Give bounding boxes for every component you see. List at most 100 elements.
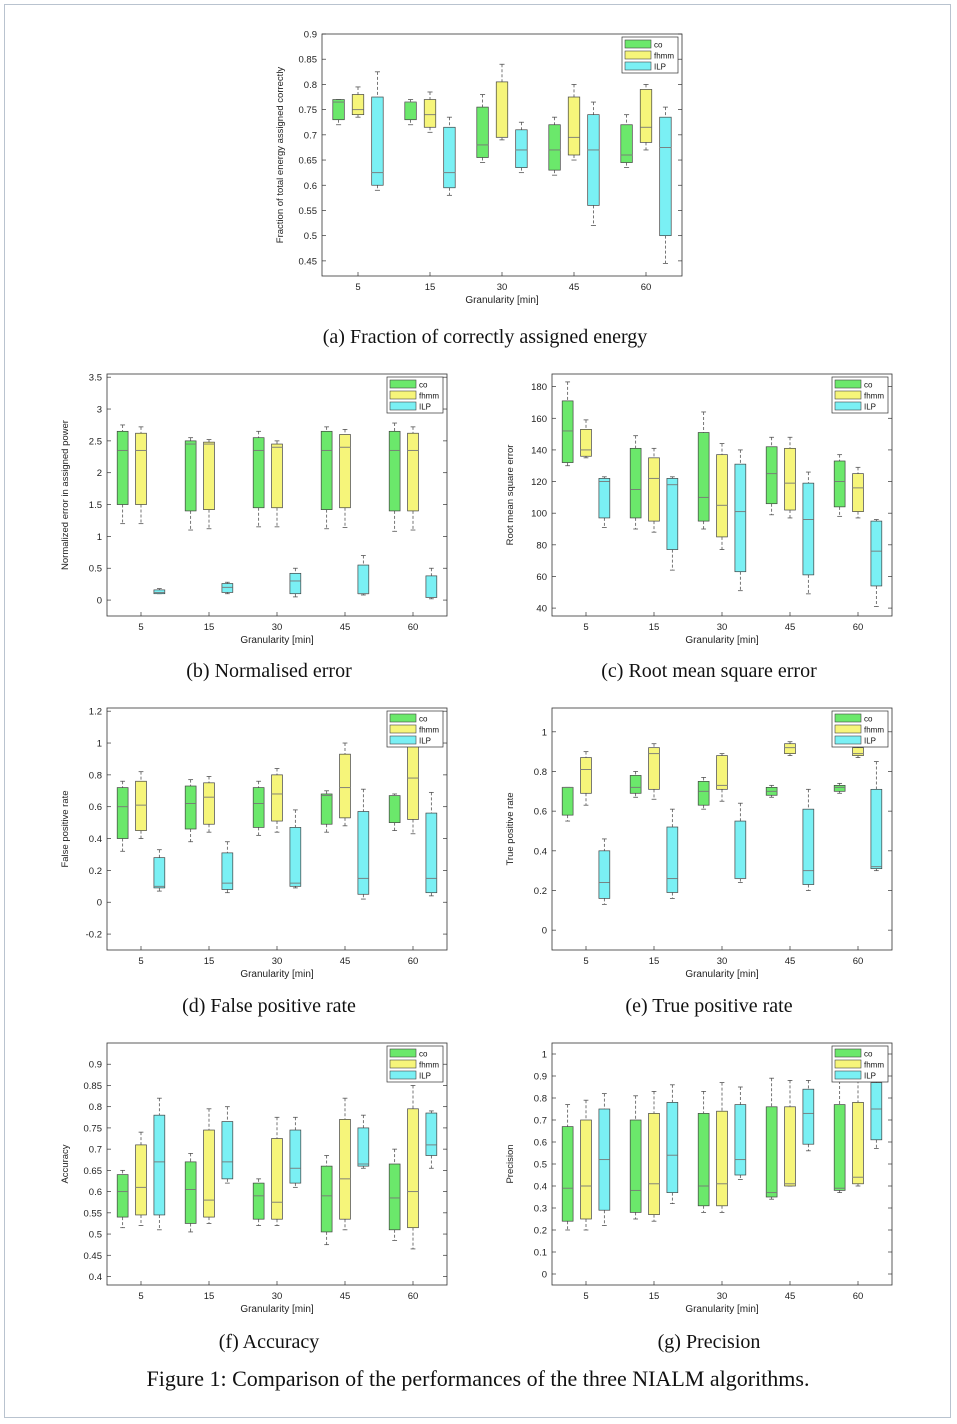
box-ILP-15 [666,476,679,571]
box-fhmm-45 [567,84,581,161]
y-tick-label: 180 [531,382,547,393]
x-tick-label: 45 [785,956,796,967]
x-tick-label: 60 [853,622,864,633]
y-tick-label: 0.9 [304,30,317,41]
box-co-15 [629,1095,642,1220]
y-tick-label: 2.5 [89,436,102,447]
legend-swatch-ILP [389,735,417,745]
box-ILP-45 [802,471,815,595]
box-ILP-30 [289,809,302,889]
box-fhmm-15 [423,91,437,133]
legend-swatch-fhmm [834,390,862,400]
x-tick-label: 15 [649,956,660,967]
box-ILP-60 [870,519,883,607]
y-tick-label: 0.2 [534,886,547,897]
box-fhmm-60 [852,745,864,758]
plot-area: 40 60 80 100 120 140 160 180 5 15 30 45 60 Granularit… [505,373,893,646]
box-ILP-45 [357,788,370,900]
box-co-30 [476,94,489,163]
box-co-30 [697,1091,710,1213]
box-ILP-30 [734,449,747,592]
chart-c: 40 60 80 100 120 140 160 180 5 15 30 45 60 Granularit… [505,373,893,646]
y-tick-label: 0.8 [534,1094,547,1105]
legend: co fhmm ILP [386,710,444,748]
box-body [425,575,438,598]
box-body [580,757,592,794]
panel-d: -0.2 0 0.2 0.4 0.6 0.8 1 1.2 5 15 30 45 60 Granularit… [55,702,455,992]
y-tick-label: 1.2 [89,707,102,718]
y-tick-label: 1 [542,727,547,738]
y-tick-label: 0.4 [534,846,547,857]
box-body [203,782,215,825]
y-tick-label: 0.9 [89,1060,102,1071]
box-fhmm-45 [784,436,796,519]
box-body [153,1114,166,1216]
box-ILP-30 [734,802,747,883]
legend-swatch-ILP [389,1070,417,1080]
box-fhmm-45 [784,1080,796,1187]
legend-swatch-fhmm [389,1059,417,1069]
box-body [388,430,401,512]
legend-label-ILP: ILP [654,63,666,72]
x-tick-label: 15 [204,1291,215,1302]
box-body [870,788,883,870]
box-body [852,1102,864,1185]
x-tick-label: 60 [641,282,652,293]
legend-swatch-ILP [834,1070,862,1080]
y-tick-label: 0.6 [89,1187,102,1198]
y-tick-label: 0.6 [304,181,317,192]
box-body [221,1121,234,1180]
y-tick-label: 0 [97,898,102,909]
box-body [833,460,846,508]
box-body [339,753,351,819]
x-tick-label: 5 [355,282,360,293]
box-body [659,116,672,237]
box-body [153,857,166,889]
x-tick-label: 30 [717,1291,728,1302]
box-body [135,1144,147,1216]
box-body [629,447,642,519]
box-body [598,850,611,899]
box-fhmm-5 [580,419,592,459]
box-ILP-15 [666,808,679,899]
box-ILP-30 [734,1086,747,1180]
box-co-30 [252,780,265,836]
box-body [320,430,333,510]
figure-caption: Figure 1: Comparison of the performances… [146,1366,810,1391]
y-tick-label: 2 [97,468,102,479]
box-body [184,440,197,512]
box-body [407,734,419,820]
y-tick-label: 0.8 [89,1102,102,1113]
legend-label-fhmm: fhmm [419,392,439,401]
x-tick-label: 5 [583,956,588,967]
y-axis-label: Precision [505,1144,516,1183]
box-co-5 [561,381,574,467]
box-body [561,786,574,816]
chart-b: 0 0.5 1 1.5 2 2.5 3 3.5 5 15 30 45 60 Granularity [mi… [60,373,448,646]
legend-label-co: co [654,41,663,50]
box-body [339,434,351,509]
box-body [666,1102,679,1193]
box-body [404,101,417,121]
box-ILP-5 [153,849,166,892]
caption-b: (b) Normalised error [186,660,352,682]
y-tick-label: 0.1 [534,1248,547,1259]
y-tick-label: 0.2 [89,866,102,877]
box-co-5 [116,780,129,852]
box-co-30 [697,411,710,530]
x-tick-label: 45 [785,622,796,633]
box-co-30 [697,777,710,810]
box-body [802,482,815,576]
legend-swatch-co [389,713,417,723]
legend-swatch-fhmm [834,1059,862,1069]
box-co-45 [320,790,333,833]
y-tick-label: 0.3 [534,1204,547,1215]
box-body [357,1127,370,1167]
y-tick-label: 0.55 [84,1208,103,1219]
box-body [648,1113,660,1215]
y-tick-label: 1 [542,1050,547,1061]
legend: co fhmm ILP [831,376,889,414]
box-body [587,114,600,206]
y-tick-label: 0.6 [534,807,547,818]
legend-swatch-co [834,1048,862,1058]
